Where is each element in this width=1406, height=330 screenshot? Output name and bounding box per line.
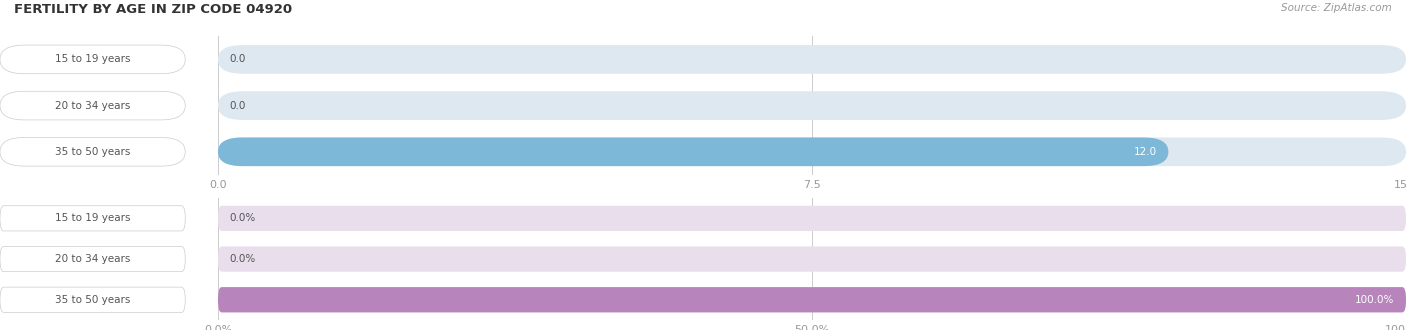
Text: Source: ZipAtlas.com: Source: ZipAtlas.com	[1281, 3, 1392, 13]
FancyBboxPatch shape	[218, 138, 1168, 166]
FancyBboxPatch shape	[0, 91, 186, 120]
FancyBboxPatch shape	[0, 247, 186, 272]
FancyBboxPatch shape	[218, 91, 1406, 120]
Text: FERTILITY BY AGE IN ZIP CODE 04920: FERTILITY BY AGE IN ZIP CODE 04920	[14, 3, 292, 16]
FancyBboxPatch shape	[0, 206, 186, 231]
FancyBboxPatch shape	[218, 247, 1406, 272]
Text: 0.0%: 0.0%	[229, 214, 256, 223]
Text: 0.0: 0.0	[229, 101, 246, 111]
Text: 15 to 19 years: 15 to 19 years	[55, 54, 131, 64]
Text: 100.0%: 100.0%	[1355, 295, 1395, 305]
Text: 20 to 34 years: 20 to 34 years	[55, 254, 131, 264]
FancyBboxPatch shape	[0, 138, 186, 166]
Text: 15 to 19 years: 15 to 19 years	[55, 214, 131, 223]
FancyBboxPatch shape	[218, 138, 1406, 166]
FancyBboxPatch shape	[0, 45, 186, 74]
FancyBboxPatch shape	[0, 287, 186, 313]
Text: 35 to 50 years: 35 to 50 years	[55, 295, 131, 305]
FancyBboxPatch shape	[218, 287, 1406, 313]
Text: 12.0: 12.0	[1133, 147, 1157, 157]
FancyBboxPatch shape	[218, 287, 1406, 313]
Text: 20 to 34 years: 20 to 34 years	[55, 101, 131, 111]
FancyBboxPatch shape	[218, 206, 1406, 231]
Text: 0.0%: 0.0%	[229, 254, 256, 264]
FancyBboxPatch shape	[218, 45, 1406, 74]
Text: 0.0: 0.0	[229, 54, 246, 64]
Text: 35 to 50 years: 35 to 50 years	[55, 147, 131, 157]
